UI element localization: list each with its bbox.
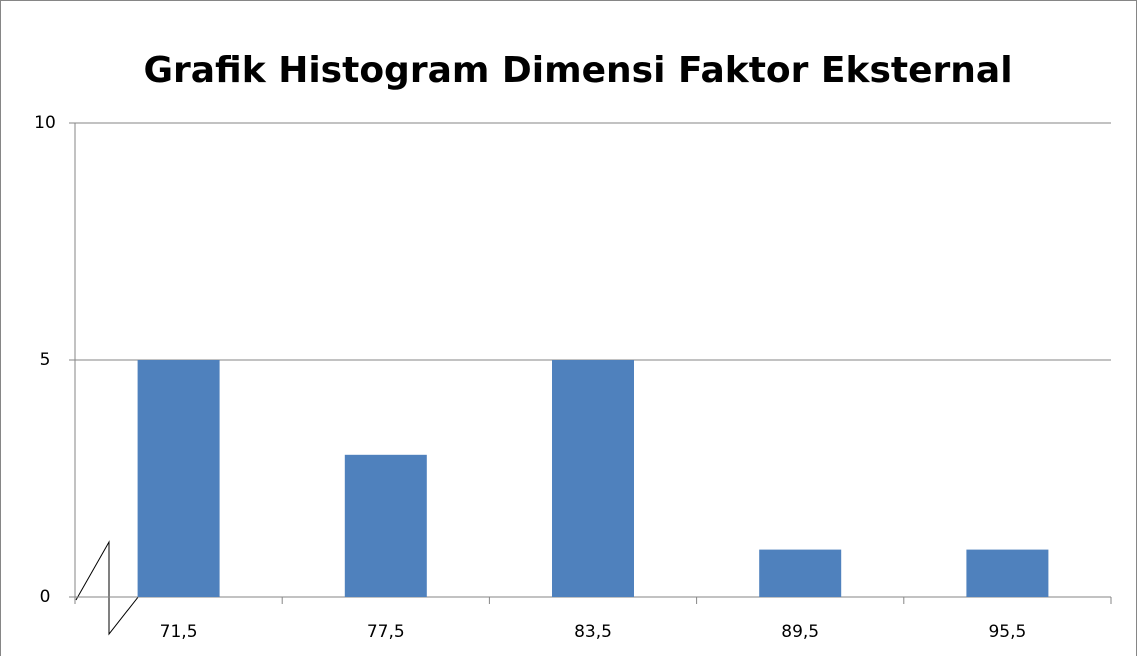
y-tick-label: 5 <box>40 350 51 370</box>
axis-break <box>75 540 147 636</box>
x-tick-label: 77,5 <box>367 622 405 642</box>
y-tick-label: 0 <box>40 587 51 607</box>
x-tick-label: 89,5 <box>781 622 819 642</box>
bar <box>344 454 427 597</box>
break-symbol <box>75 540 147 636</box>
x-tick-label: 83,5 <box>574 622 612 642</box>
chart-title: Grafik Histogram Dimensi Faktor Eksterna… <box>143 50 1012 91</box>
bar <box>759 549 842 597</box>
bar <box>137 360 220 597</box>
x-tick-label: 95,5 <box>988 622 1026 642</box>
bar <box>552 360 634 597</box>
y-tick-label: 10 <box>34 113 56 133</box>
bar <box>966 549 1049 597</box>
x-tick-label: 71,5 <box>160 622 198 642</box>
